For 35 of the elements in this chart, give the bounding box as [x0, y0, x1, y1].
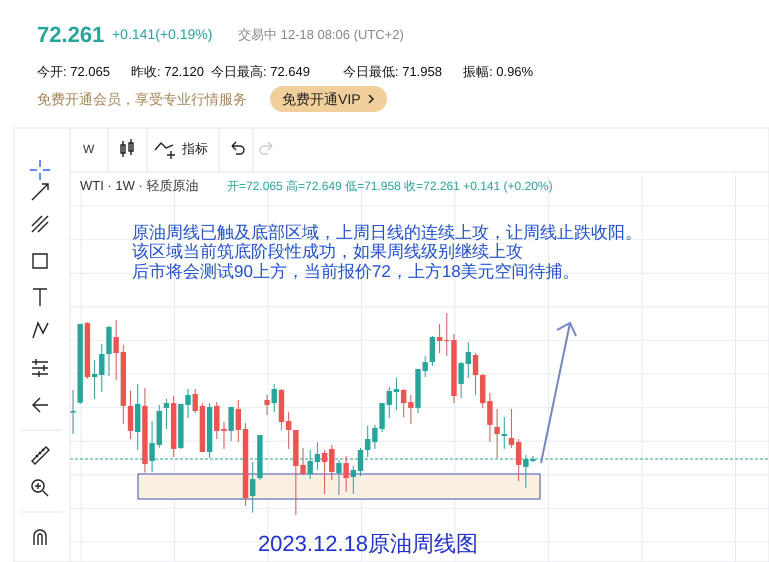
candlestick: [516, 438, 522, 482]
text: 该区域当前筑底阶段性成功，如果周线级别继续上攻: [132, 242, 523, 261]
text: 免费开通VIP: [282, 91, 361, 107]
text: 今日最高: 72.649: [211, 64, 310, 79]
text: 开=72.065 高=72.649 低=71.958 收=72.261 +0.141 (+0.20%): [227, 179, 553, 193]
text: 2023.12.18原油周线图: [258, 531, 478, 556]
text: 72.261: [37, 22, 104, 47]
candlestick: [164, 398, 170, 430]
candlestick: [343, 456, 349, 492]
text: 交易中 12-18 08:06 (UTC+2): [238, 27, 404, 42]
candlestick: [185, 388, 191, 419]
text: 后市将会测试90上方，当前报价72，上方18美元空间待捕。: [132, 262, 580, 281]
candlestick: [286, 411, 292, 450]
candlestick: [502, 416, 507, 450]
candlestick: [508, 408, 514, 448]
text: 今开: 72.065: [37, 64, 110, 79]
candlestick: [336, 460, 342, 496]
text: 昨收: 72.120: [131, 64, 204, 79]
candlestick: [422, 356, 428, 378]
text: W: [83, 142, 95, 156]
candlestick: [494, 408, 500, 459]
candlestick: [272, 383, 277, 412]
candlestick: [472, 352, 478, 396]
text: 原油周线已触及底部区域，上周日线的连续上攻，让周线止跌收阳。: [132, 223, 642, 242]
candlestick: [264, 394, 270, 416]
text: 振幅: 0.96%: [463, 64, 534, 79]
candlestick: [250, 462, 256, 514]
text: 今日最低: 71.958: [343, 64, 442, 79]
candlestick: [236, 400, 242, 443]
text: 指标: [181, 141, 208, 156]
text: 免费开通会员，享受专业行情服务: [37, 91, 247, 107]
text: +0.141(+0.19%): [112, 26, 212, 42]
candlestick: [350, 465, 356, 494]
candlestick: [300, 447, 306, 476]
text: WTI · 1W · 轻质原油: [80, 178, 198, 193]
